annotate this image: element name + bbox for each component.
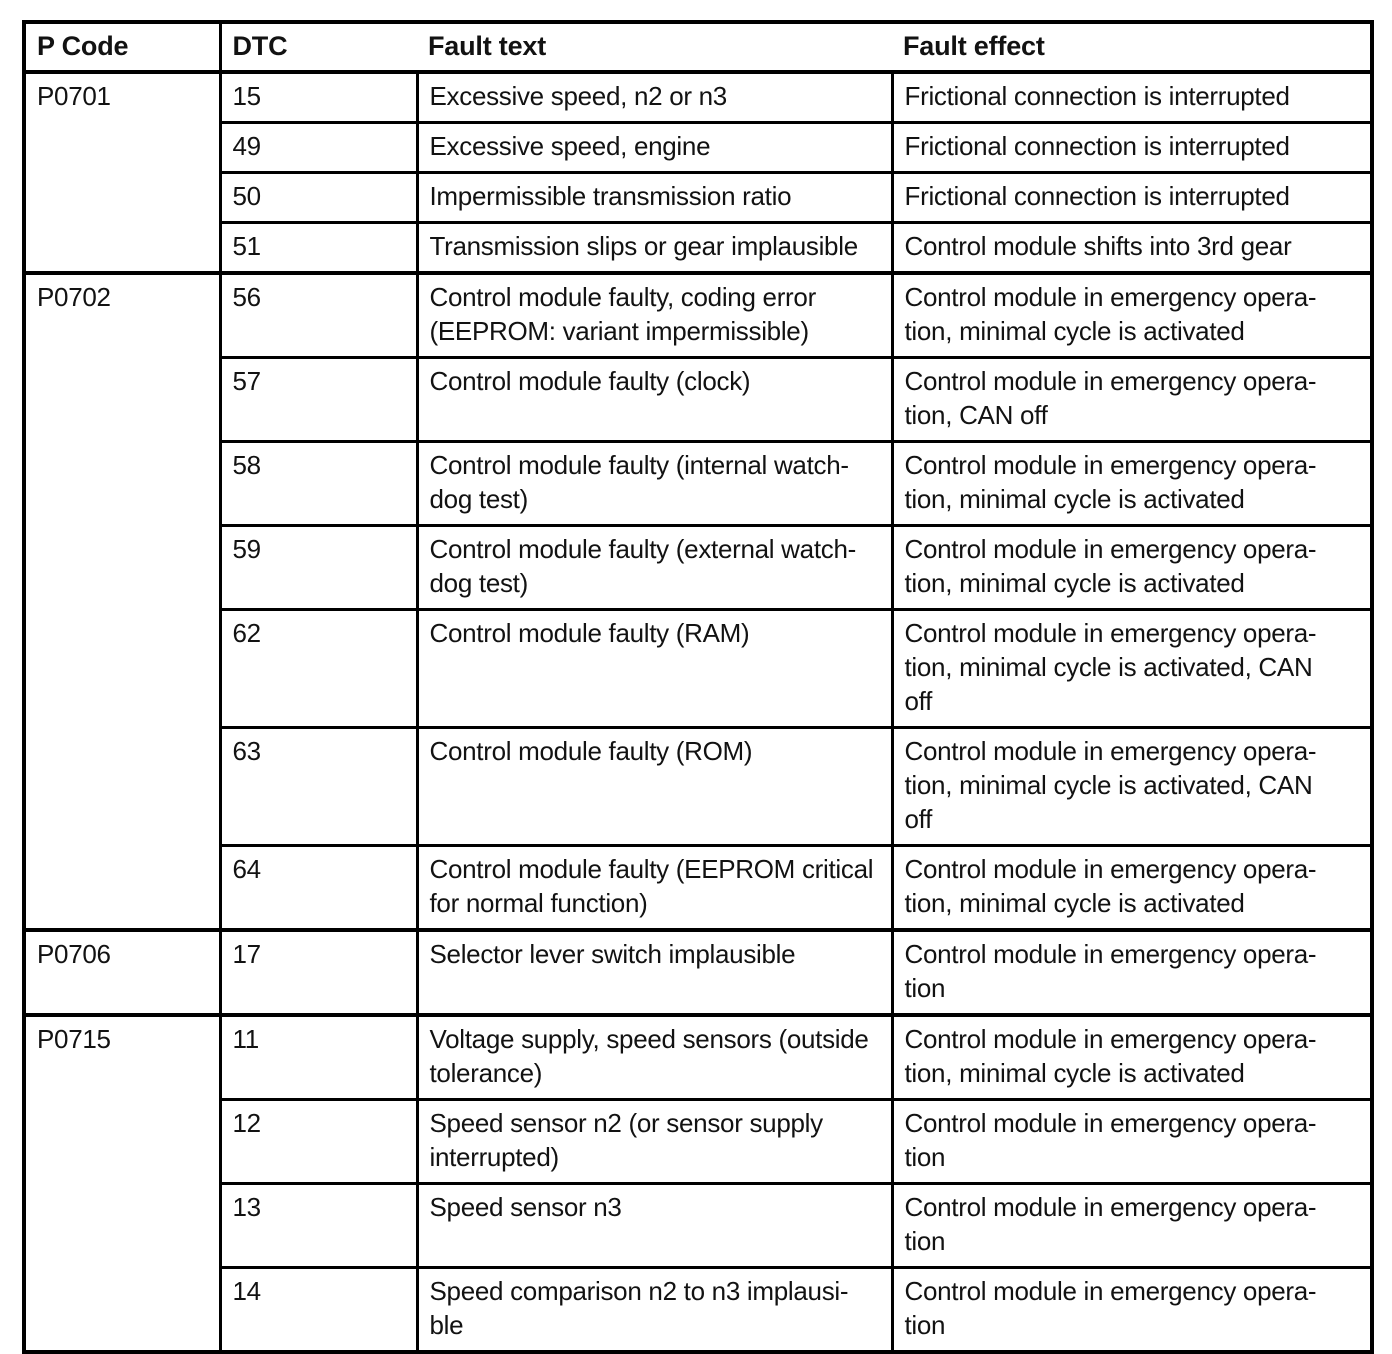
dtc-cell: 62 (218, 608, 419, 729)
table-row: 49 Excessive speed, engine Frictional co… (24, 121, 1374, 174)
table-row: 51 Transmission slips or gear implausibl… (24, 221, 1374, 275)
table-row: 57 Control module faulty (clock) Control… (24, 356, 1374, 443)
pcode-cell: P0702 (22, 271, 222, 932)
fault-effect-cell: Control module in emergency opera- tion (890, 1182, 1374, 1269)
header-cell-fault-effect: Fault effect (892, 20, 1374, 74)
dtc-cell: 12 (218, 1098, 419, 1185)
dtc-cell: 17 (218, 928, 419, 1017)
dtc-cell: 56 (218, 271, 419, 359)
fault-code-table: P Code DTC Fault text Fault effect P0701… (22, 20, 1374, 1354)
table-row: 64 Control module faulty (EEPROM critica… (24, 844, 1374, 932)
header-cell-fault-text: Fault text (417, 20, 892, 74)
fault-effect-cell: Control module shifts into 3rd gear (890, 221, 1374, 275)
fault-effect-cell: Control module in emergency opera- tion,… (890, 844, 1374, 932)
fault-text-cell: Control module faulty (internal watch- d… (415, 440, 894, 527)
fault-text-cell: Control module faulty, coding error (EEP… (415, 271, 894, 359)
fault-text-cell: Transmission slips or gear implausible (415, 221, 894, 275)
fault-text-cell: Selector lever switch implausible (415, 928, 894, 1017)
table-row: 13 Speed sensor n3 Control module in eme… (24, 1182, 1374, 1269)
table-row: P0715 11 Voltage supply, speed sensors (… (22, 1013, 1374, 1354)
dtc-cell: 51 (218, 221, 419, 275)
fault-text-cell: Excessive speed, n2 or n3 (415, 70, 894, 124)
fault-effect-cell: Control module in emergency opera- tion,… (890, 356, 1374, 443)
dtc-cell: 57 (218, 356, 419, 443)
fault-effect-cell: Control module in emergency opera- tion,… (890, 440, 1374, 527)
fault-effect-cell: Frictional connection is interrupted (890, 171, 1374, 224)
fault-text-cell: Speed sensor n2 (or sensor supply interr… (415, 1098, 894, 1185)
fault-text-cell: Control module faulty (ROM) (415, 726, 894, 847)
fault-text-cell: Excessive speed, engine (415, 121, 894, 174)
fault-effect-cell: Control module in emergency opera- tion,… (890, 271, 1374, 359)
header-cell-pcode: P Code (22, 20, 222, 74)
table-row: 12 Speed sensor n2 (or sensor supply int… (24, 1098, 1374, 1185)
fault-text-cell: Impermissible transmission ratio (415, 171, 894, 224)
fault-text-cell: Control module faulty (external watch- d… (415, 524, 894, 611)
fault-text-cell: Speed comparison n2 to n3 implausi- ble (415, 1266, 894, 1354)
table-row: 58 Control module faulty (internal watch… (24, 440, 1374, 527)
fault-effect-cell: Control module in emergency opera- tion,… (890, 608, 1374, 729)
dtc-cell: 49 (218, 121, 419, 174)
fault-text-cell: Voltage supply, speed sensors (outside t… (415, 1013, 894, 1101)
pcode-cell: P0715 (22, 1013, 222, 1354)
fault-effect-cell: Frictional connection is interrupted (890, 70, 1374, 124)
dtc-cell: 59 (218, 524, 419, 611)
dtc-cell: 64 (218, 844, 419, 932)
dtc-cell: 63 (218, 726, 419, 847)
fault-effect-cell: Control module in emergency opera- tion (890, 1266, 1374, 1354)
table-row: 63 Control module faulty (ROM) Control m… (24, 726, 1374, 847)
dtc-cell: 11 (218, 1013, 419, 1101)
fault-effect-cell: Frictional connection is interrupted (890, 121, 1374, 174)
table-body: P0701 15 Excessive speed, n2 or n3 Frict… (22, 70, 1374, 1354)
header-cell-dtc: DTC (218, 20, 417, 74)
pcode-cell: P0706 (22, 928, 222, 1017)
table-row: 59 Control module faulty (external watch… (24, 524, 1374, 611)
dtc-cell: 58 (218, 440, 419, 527)
fault-text-cell: Control module faulty (clock) (415, 356, 894, 443)
fault-text-cell: Control module faulty (EEPROM critical f… (415, 844, 894, 932)
table-row: 50 Impermissible transmission ratio Fric… (24, 171, 1374, 224)
fault-effect-cell: Control module in emergency opera- tion,… (890, 524, 1374, 611)
fault-effect-cell: Control module in emergency opera- tion (890, 928, 1374, 1017)
fault-text-cell: Speed sensor n3 (415, 1182, 894, 1269)
table-row: P0706 17 Selector lever switch implausib… (22, 928, 1374, 1017)
pcode-cell: P0701 (22, 70, 222, 275)
table-row: 14 Speed comparison n2 to n3 implausi- b… (24, 1266, 1374, 1354)
table-row: 62 Control module faulty (RAM) Control m… (24, 608, 1374, 729)
dtc-cell: 14 (218, 1266, 419, 1354)
fault-effect-cell: Control module in emergency opera- tion (890, 1098, 1374, 1185)
table-row: P0702 56 Control module faulty, coding e… (22, 271, 1374, 932)
table-row: P0701 15 Excessive speed, n2 or n3 Frict… (22, 70, 1374, 275)
table-header: P Code DTC Fault text Fault effect (22, 20, 1374, 74)
header-row: P Code DTC Fault text Fault effect (22, 20, 1374, 74)
fault-effect-cell: Control module in emergency opera- tion,… (890, 726, 1374, 847)
dtc-cell: 13 (218, 1182, 419, 1269)
fault-effect-cell: Control module in emergency opera- tion,… (890, 1013, 1374, 1101)
dtc-cell: 15 (218, 70, 419, 124)
fault-text-cell: Control module faulty (RAM) (415, 608, 894, 729)
dtc-cell: 50 (218, 171, 419, 224)
